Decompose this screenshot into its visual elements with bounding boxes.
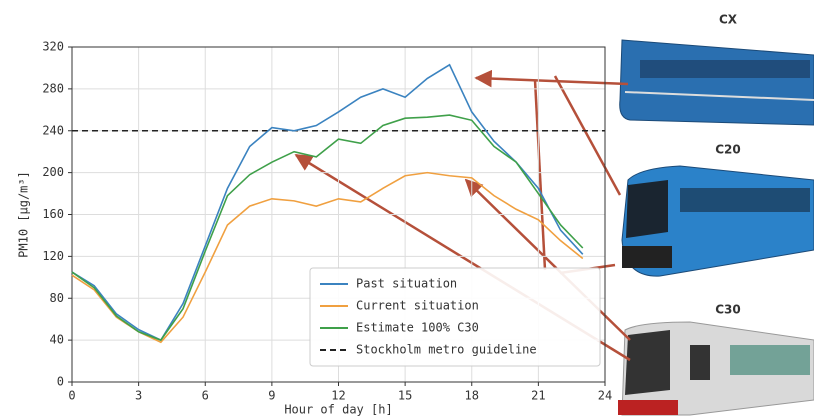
x-tick-label: 3 bbox=[135, 389, 142, 403]
x-axis-label: Hour of day [h] bbox=[284, 403, 392, 417]
train-windshield bbox=[626, 180, 668, 238]
train-windows bbox=[680, 188, 810, 212]
x-tick-label: 12 bbox=[331, 389, 345, 403]
train-label: CX bbox=[719, 13, 738, 27]
x-tick-label: 15 bbox=[398, 389, 412, 403]
y-axis-label: PM10 [μg/m³] bbox=[17, 171, 31, 258]
arrow bbox=[533, 79, 547, 271]
series-line bbox=[71, 114, 584, 342]
x-tick-label: 6 bbox=[202, 389, 209, 403]
x-tick-label: 21 bbox=[531, 389, 545, 403]
plot: 0 40 80 120 160 200 240 280 320 0 3 6 9 12 15 18 21 24 Hou… bbox=[17, 40, 613, 417]
train-cx bbox=[619, 39, 814, 126]
train-label: C30 bbox=[715, 303, 741, 317]
legend-label: Past situation bbox=[356, 277, 457, 291]
legend: Past situation Current situation Estimate … bbox=[309, 267, 601, 367]
y-tick-label: 280 bbox=[42, 81, 64, 95]
y-tick-label: 240 bbox=[42, 123, 64, 137]
series-line bbox=[71, 171, 584, 344]
y-tick-label: 200 bbox=[42, 165, 64, 179]
legend-label: Current situation bbox=[356, 299, 479, 313]
train-front bbox=[622, 246, 672, 268]
y-tick-label: 0 bbox=[57, 375, 64, 389]
arrow bbox=[553, 75, 622, 196]
legend-box bbox=[309, 267, 601, 367]
train-door bbox=[690, 345, 710, 380]
train-stripe bbox=[624, 91, 814, 101]
train-windows bbox=[640, 60, 810, 78]
train-images bbox=[618, 39, 814, 416]
plot-frame bbox=[71, 46, 606, 383]
x-tick-label: 24 bbox=[598, 389, 612, 403]
x-tick-label: 18 bbox=[465, 389, 479, 403]
y-tick-label: 320 bbox=[42, 40, 64, 54]
train-windshield bbox=[625, 330, 670, 395]
x-tick-label: 0 bbox=[68, 389, 75, 403]
train-body bbox=[730, 345, 810, 375]
train-label: C20 bbox=[715, 143, 741, 157]
arrow bbox=[474, 69, 629, 88]
arrow bbox=[464, 178, 631, 341]
legend-label: Stockholm metro guideline bbox=[356, 343, 537, 357]
x-tick-label: 9 bbox=[268, 389, 275, 403]
y-tick-label: 40 bbox=[50, 333, 64, 347]
y-tick-label: 80 bbox=[50, 291, 64, 305]
y-tick-label: 160 bbox=[42, 207, 64, 221]
train-bumper bbox=[618, 400, 678, 415]
legend-label: Estimate 100% C30 bbox=[356, 321, 479, 335]
y-tick-label: 120 bbox=[42, 249, 64, 263]
